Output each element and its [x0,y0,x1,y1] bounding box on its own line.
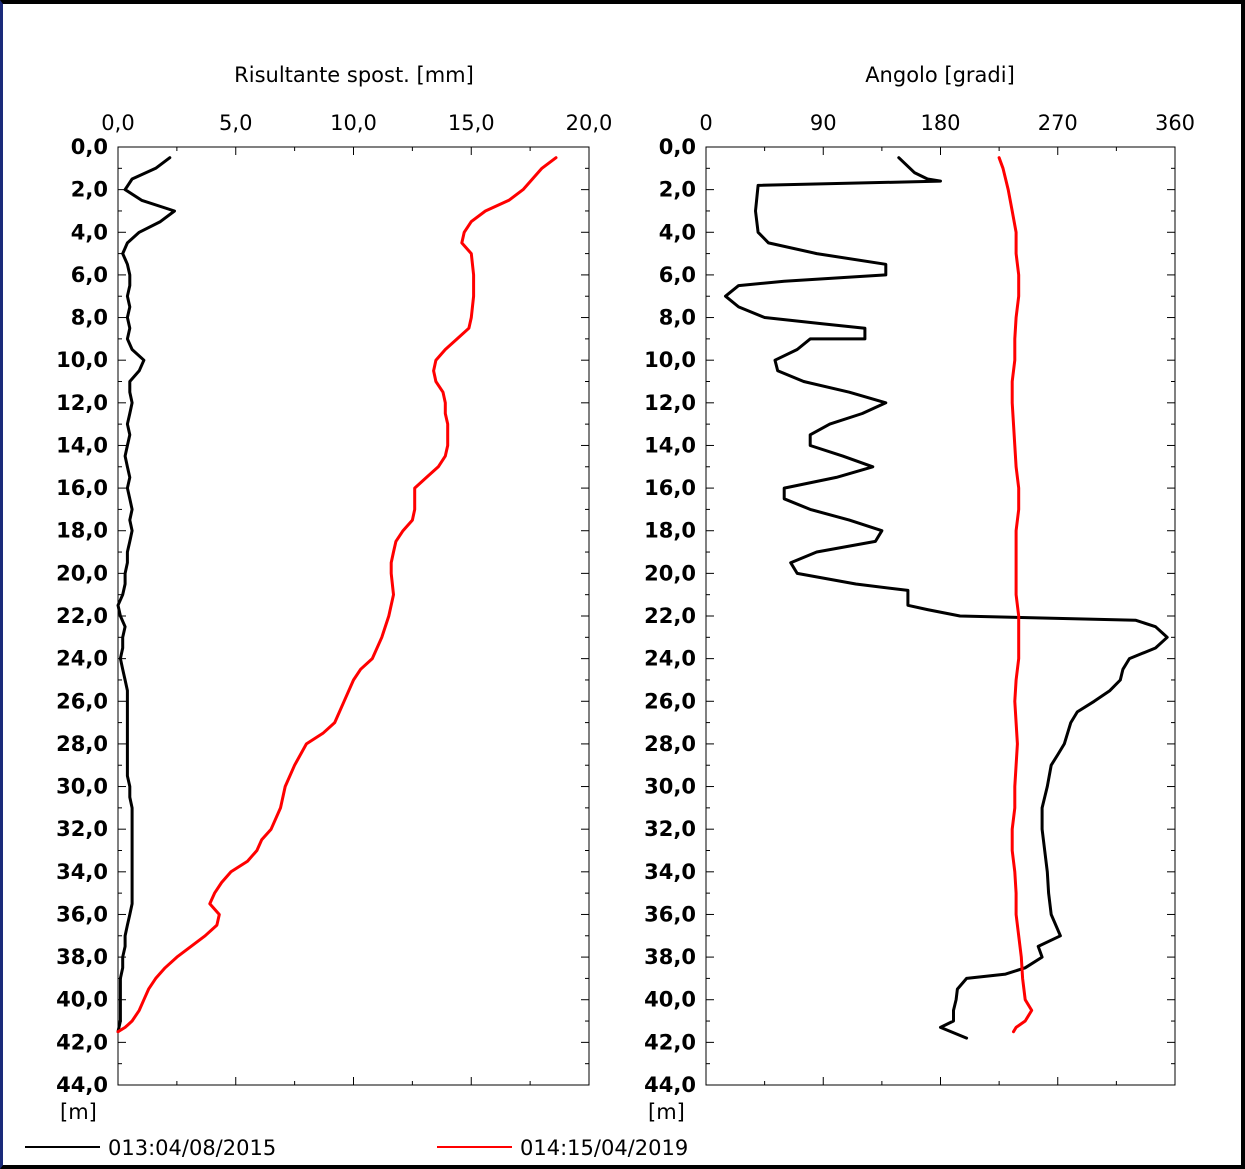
angle-y-tick-label: 40,0 [644,988,696,1012]
angle-y-tick-label: 4,0 [659,220,696,244]
angle-y-tick-label: 14,0 [644,433,696,457]
angle-x-tick-label: 90 [810,111,837,135]
disp-y-tick-label: 6,0 [71,263,108,287]
disp-y-tick-label: 44,0 [56,1073,108,1097]
angle-y-tick-label: 30,0 [644,775,696,799]
angle-y-tick-label: 0,0 [659,135,696,159]
angle-plot-area [705,146,1176,1086]
disp-y-tick-label: 4,0 [71,220,108,244]
displacement-chart: Risultante spost. [mm] [m] 0,0 5,0 10,0 15,… [56,63,612,1124]
disp-y-tick-label: 20,0 [56,561,108,585]
angle-y-tick-label: 22,0 [644,604,696,628]
angle-chart-title: Angolo [gradi] [865,63,1015,87]
disp-x-tick-label: 5,0 [219,111,252,135]
disp-plot-area [117,146,590,1086]
disp-y-tick-label: 0,0 [71,135,108,159]
disp-x-tick-label: 20,0 [566,111,613,135]
angle-y-tick-label: 44,0 [644,1073,696,1097]
angle-y-tick-label: 2,0 [659,178,696,202]
disp-y-tick-label: 28,0 [56,732,108,756]
angle-y-tick-label: 34,0 [644,860,696,884]
disp-y-tick-label: 34,0 [56,860,108,884]
angle-y-tick-label: 32,0 [644,817,696,841]
disp-series-014 [116,156,558,1034]
disp-y-tick-label: 40,0 [56,988,108,1012]
disp-series-013 [116,156,176,1034]
angle-x-tick-label: 180 [920,111,960,135]
disp-y-tick-label: 38,0 [56,945,108,969]
angle-y-tick-label: 38,0 [644,945,696,969]
angle-y-tick-label: 20,0 [644,561,696,585]
disp-y-tick-label: 8,0 [71,306,108,330]
disp-y-tick-label: 14,0 [56,433,108,457]
disp-y-tick-label: 26,0 [56,689,108,713]
angle-y-tick-label: 28,0 [644,732,696,756]
disp-y-tick-label: 32,0 [56,817,108,841]
disp-y-tick-label: 10,0 [56,348,108,372]
disp-y-tick-label: 16,0 [56,476,108,500]
disp-y-tick-label: 30,0 [56,775,108,799]
angle-y-tick-label: 24,0 [644,647,696,671]
disp-y-tick-label: 12,0 [56,391,108,415]
angle-y-unit: [m] [648,1100,685,1124]
angle-x-tick-label: 0 [699,111,712,135]
disp-x-tick-label: 15,0 [448,111,495,135]
angle-y-tick-label: 6,0 [659,263,696,287]
disp-y-tick-label: 42,0 [56,1030,108,1054]
disp-x-tick-label: 0,0 [101,111,134,135]
disp-y-tick-label: 2,0 [71,178,108,202]
angle-y-tick-label: 42,0 [644,1030,696,1054]
displacement-chart-title: Risultante spost. [mm] [234,63,474,87]
disp-y-tick-label: 22,0 [56,604,108,628]
angle-x-tick-label: 270 [1038,111,1078,135]
angle-y-tick-label: 36,0 [644,902,696,926]
legend: 013:04/08/2015 014:15/04/2019 [25,1136,688,1160]
angle-chart: Angolo [gradi] [m] 0 90 180 270 360 0,0 2,0 4,0… [644,63,1195,1124]
angle-y-tick-label: 16,0 [644,476,696,500]
angle-y-tick-label: 18,0 [644,519,696,543]
angle-y-tick-label: 10,0 [644,348,696,372]
angle-y-tick-label: 8,0 [659,306,696,330]
angle-y-tick-label: 12,0 [644,391,696,415]
legend-label-014: 014:15/04/2019 [520,1136,688,1160]
disp-x-tick-label: 10,0 [330,111,377,135]
displacement-y-unit: [m] [60,1100,97,1124]
angle-x-tick-label: 360 [1155,111,1195,135]
angle-series-013 [724,156,1169,1040]
angle-series-014 [997,156,1034,1034]
disp-y-tick-label: 18,0 [56,519,108,543]
disp-y-tick-label: 36,0 [56,902,108,926]
angle-y-tick-label: 26,0 [644,689,696,713]
legend-label-013: 013:04/08/2015 [108,1136,276,1160]
disp-y-tick-label: 24,0 [56,647,108,671]
